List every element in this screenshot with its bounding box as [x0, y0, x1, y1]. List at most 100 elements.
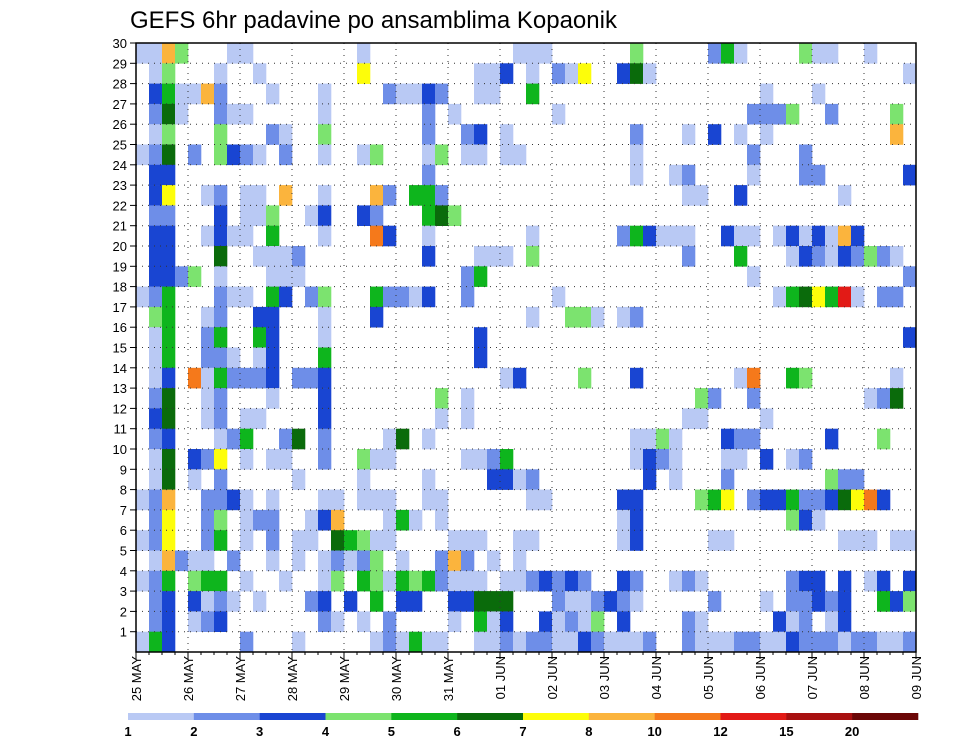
heatmap-cell: [318, 124, 332, 145]
heatmap-cell: [162, 388, 176, 409]
heatmap-cell: [149, 246, 163, 267]
heatmap-cell: [227, 489, 241, 511]
x-tick-label: 25 MAY: [129, 656, 144, 702]
heatmap-cell: [682, 611, 696, 632]
heatmap-cell: [201, 591, 215, 612]
heatmap-cell: [253, 327, 267, 348]
heatmap-cell: [682, 225, 696, 247]
heatmap-cell: [721, 225, 735, 247]
heatmap-cell: [331, 611, 345, 632]
heatmap-cell: [266, 327, 280, 348]
heatmap-cell: [760, 103, 774, 125]
heatmap-cell: [851, 530, 865, 551]
heatmap-cell: [318, 449, 332, 470]
heatmap-cell: [357, 489, 371, 511]
heatmap-cell: [149, 124, 163, 145]
heatmap-cell: [539, 570, 553, 592]
heatmap-cell: [214, 306, 228, 328]
heatmap-cell: [162, 83, 176, 105]
heatmap-cell: [513, 144, 527, 166]
heatmap-cell: [227, 103, 241, 125]
heatmap-cell: [838, 591, 852, 612]
heatmap-cell: [578, 591, 592, 612]
heatmap-cell: [370, 550, 384, 572]
heatmap-cell: [474, 347, 488, 369]
heatmap-cell: [422, 469, 436, 490]
heatmap-cell: [474, 570, 488, 592]
heatmap-cell: [721, 449, 735, 470]
heatmap-cell: [240, 205, 254, 226]
heatmap-cell: [396, 286, 410, 308]
heatmap-cell: [682, 185, 696, 206]
heatmap-cell: [162, 611, 176, 632]
heatmap-cell: [539, 43, 553, 64]
heatmap-cell: [331, 509, 345, 531]
heatmap-cell: [253, 367, 267, 389]
heatmap-cell: [409, 509, 423, 531]
heatmap-cell: [773, 611, 787, 632]
colorbar-tick-label: 4: [322, 724, 330, 739]
heatmap-cell: [435, 185, 449, 206]
heatmap-cell: [734, 449, 748, 470]
heatmap-cell: [487, 83, 501, 105]
heatmap-cell: [396, 83, 410, 105]
heatmap-cell: [253, 591, 267, 612]
heatmap-cell: [175, 550, 189, 572]
heatmap-cell: [799, 570, 813, 592]
heatmap-cell: [318, 591, 332, 612]
heatmap-cell: [149, 570, 163, 592]
heatmap-cell: [214, 83, 228, 105]
heatmap-cell: [266, 449, 280, 470]
heatmap-cell: [240, 144, 254, 166]
heatmap-cell: [253, 63, 267, 84]
heatmap-cell: [149, 164, 163, 186]
heatmap-cell: [422, 103, 436, 125]
heatmap-cell: [487, 611, 501, 632]
heatmap-cell: [890, 124, 904, 145]
heatmap-cell: [331, 570, 345, 592]
heatmap-cell: [214, 611, 228, 632]
heatmap-cell: [799, 367, 813, 389]
heatmap-cell: [370, 631, 384, 653]
heatmap-cell: [240, 43, 254, 64]
heatmap-cell: [565, 570, 579, 592]
heatmap-cell: [890, 103, 904, 125]
heatmap-cell: [877, 631, 891, 653]
heatmap-cell: [474, 124, 488, 145]
heatmap-cell: [136, 631, 150, 653]
heatmap-cell: [201, 225, 215, 247]
heatmap-cell: [617, 611, 631, 632]
heatmap-cell: [201, 530, 215, 551]
heatmap-cell: [903, 327, 917, 348]
heatmap-cell: [578, 570, 592, 592]
x-tick-label: 05 JUN: [701, 656, 716, 699]
heatmap-cell: [838, 611, 852, 632]
heatmap-cell: [526, 63, 540, 84]
heatmap-cell: [266, 246, 280, 267]
heatmap-cell: [396, 591, 410, 612]
heatmap-cell: [331, 550, 345, 572]
heatmap-cell: [435, 408, 449, 429]
heatmap-cell: [721, 43, 735, 64]
heatmap-cell: [149, 103, 163, 125]
heatmap-cell: [669, 449, 683, 470]
heatmap-cell: [812, 489, 826, 511]
heatmap-cell: [162, 449, 176, 470]
colorbar-tick-label: 15: [779, 724, 793, 739]
heatmap-cell: [162, 246, 176, 267]
heatmap-cell: [474, 611, 488, 632]
heatmap-cell: [214, 63, 228, 84]
heatmap-cell: [552, 591, 566, 612]
heatmap-cell: [513, 631, 527, 653]
heatmap-cell: [578, 367, 592, 389]
heatmap-cell: [604, 591, 618, 612]
heatmap-cell: [149, 185, 163, 206]
colorbar-swatch: [391, 713, 458, 720]
heatmap-cell: [422, 286, 436, 308]
heatmap-cell: [162, 185, 176, 206]
heatmap-cell: [474, 631, 488, 653]
colorbar-swatch: [786, 713, 853, 720]
heatmap-cell: [422, 570, 436, 592]
heatmap-cell: [461, 530, 475, 551]
heatmap-cell: [838, 185, 852, 206]
